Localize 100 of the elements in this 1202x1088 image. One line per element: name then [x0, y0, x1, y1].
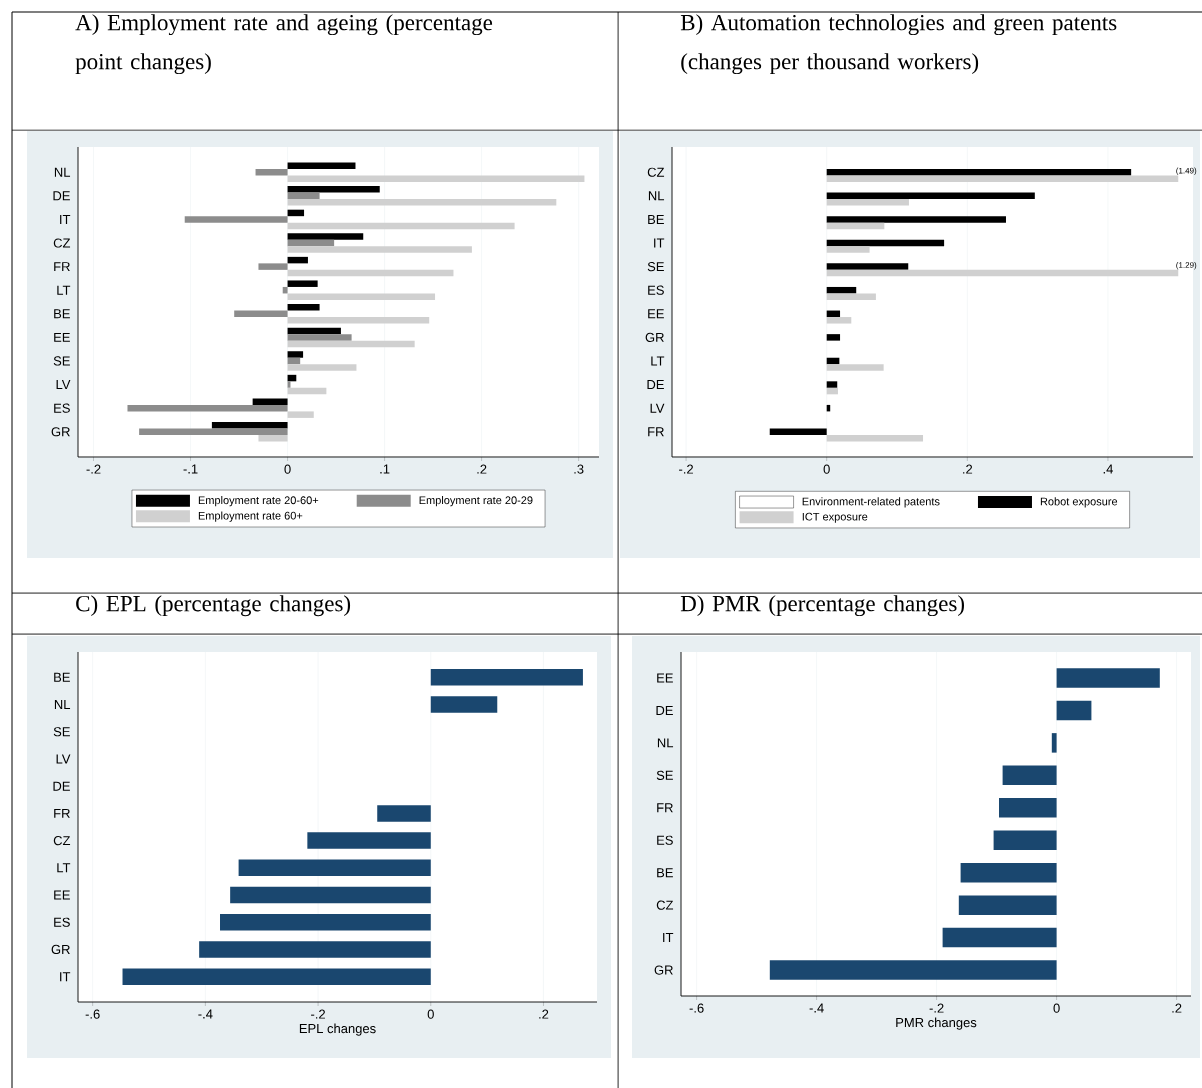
y-tick-label: LT	[57, 285, 71, 295]
chart-title: D) PMR (percentage changes)	[680, 595, 965, 617]
y-tick-label: SE	[53, 356, 70, 366]
bar	[287, 351, 304, 358]
bar	[769, 428, 827, 436]
bar	[826, 269, 1179, 277]
bar	[826, 199, 909, 206]
x-tick-label: -.4	[198, 1009, 213, 1019]
y-tick-label: NL	[657, 738, 674, 748]
y-tick-label: BE	[54, 309, 70, 319]
y-tick-label: FR	[648, 427, 664, 437]
y-tick-label: NL	[648, 191, 665, 201]
x-tick-label: .1	[380, 464, 390, 474]
y-tick-label: ES	[648, 285, 664, 295]
bar	[184, 216, 288, 223]
y-tick-label: SE	[656, 770, 673, 780]
x-tick-label: -.4	[809, 1003, 824, 1013]
x-tick-label: -.2	[929, 1003, 944, 1013]
y-tick-label: ES	[657, 835, 673, 845]
y-tick-label: FR	[54, 808, 70, 818]
y-tick-label: ES	[54, 403, 70, 413]
y-tick-label: DE	[53, 781, 70, 791]
bar	[826, 286, 857, 294]
bar	[287, 246, 472, 253]
bar	[287, 340, 415, 348]
bar	[230, 886, 431, 904]
bar	[826, 192, 1035, 200]
bar	[122, 968, 431, 985]
y-tick-label: CZ	[656, 900, 674, 910]
y-tick-label: IT	[654, 238, 665, 248]
bar	[826, 239, 945, 247]
bar	[826, 222, 885, 230]
bar	[287, 186, 380, 193]
y-tick-label: FR	[657, 803, 673, 813]
y-tick-label: LV	[650, 403, 665, 413]
y-tick-label: CZ	[647, 167, 665, 177]
y-tick-label: SE	[647, 262, 664, 272]
bar	[287, 364, 357, 371]
y-tick-label: GR	[51, 427, 70, 437]
bar	[287, 199, 557, 206]
bar	[960, 862, 1057, 883]
bar	[430, 696, 498, 713]
x-tick-label: 0	[823, 464, 830, 474]
y-tick-label: LT	[57, 863, 71, 873]
bar	[287, 334, 352, 341]
bar	[287, 162, 356, 169]
bar	[287, 239, 335, 247]
bar	[826, 293, 876, 300]
x-tick-label: -.6	[689, 1003, 704, 1013]
x-tick-label: 0	[284, 464, 291, 474]
x-axis-title: PMR changes	[896, 1017, 977, 1030]
chart-title: B) Automation technologies and green patents (changes per thousand workers)	[680, 14, 1117, 75]
x-tick-label: -.6	[85, 1009, 100, 1019]
bar	[826, 216, 1006, 223]
y-tick-label: FR	[54, 262, 70, 272]
bar	[199, 941, 431, 958]
bar	[287, 209, 305, 217]
bar	[287, 233, 364, 240]
bar	[826, 246, 870, 253]
x-tick-label: .4	[1103, 464, 1113, 474]
bar	[999, 798, 1057, 818]
bar	[287, 280, 318, 287]
y-tick-label: IT	[663, 933, 674, 943]
bar	[826, 168, 1132, 176]
y-tick-label: EE	[54, 332, 70, 342]
x-tick-label: .3	[574, 464, 584, 474]
bar	[238, 859, 431, 877]
bar	[1002, 765, 1057, 786]
bar	[127, 404, 288, 412]
y-tick-label: DE	[647, 380, 664, 390]
chart-title: A) Employment rate and ageing (percentage point changes)	[75, 14, 493, 75]
y-tick-label: EE	[657, 673, 673, 683]
bar	[826, 387, 838, 395]
bar	[211, 422, 288, 429]
x-axis-title: EPL changes	[299, 1023, 376, 1036]
y-tick-label: NL	[54, 700, 71, 709]
y-tick-label: EE	[54, 890, 70, 900]
bar	[942, 927, 1057, 948]
x-tick-label: -.1	[183, 464, 198, 474]
y-tick-label: BE	[657, 868, 673, 878]
bar	[287, 269, 454, 277]
bar	[139, 428, 288, 436]
bar	[252, 398, 288, 405]
bar	[234, 310, 288, 318]
y-tick-label: NL	[54, 167, 71, 177]
y-tick-label: GR	[51, 944, 70, 955]
y-tick-label: DE	[656, 705, 673, 715]
y-tick-label: LV	[56, 754, 71, 764]
bar	[287, 411, 314, 418]
bar	[287, 256, 308, 264]
y-tick-label: ES	[54, 917, 70, 927]
y-tick-label: CZ	[53, 238, 71, 248]
bar	[826, 334, 841, 341]
chart-title: C) EPL (percentage changes)	[76, 595, 351, 617]
bar	[258, 263, 288, 270]
x-tick-label: -.2	[86, 464, 101, 474]
bar	[993, 830, 1057, 850]
x-tick-label: 0	[427, 1009, 434, 1019]
bar	[377, 805, 431, 822]
legend-label: ICT exposure	[802, 512, 868, 523]
